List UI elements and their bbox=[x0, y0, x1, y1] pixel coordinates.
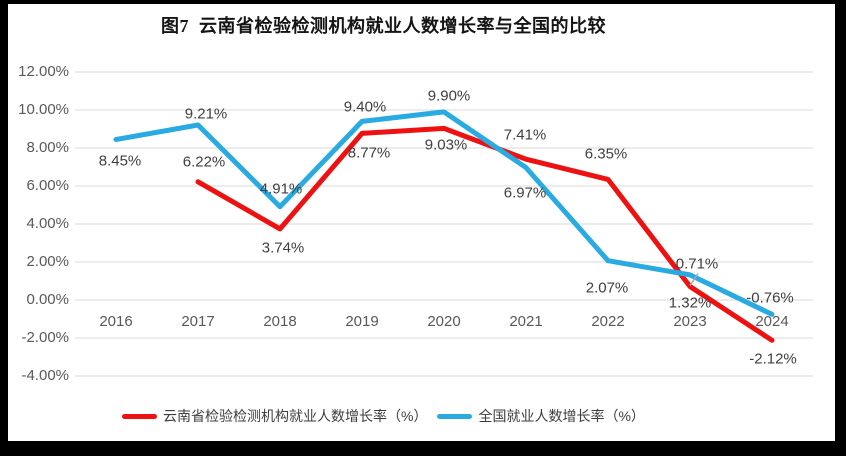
series-line-national bbox=[113, 109, 775, 317]
data-label: 6.35% bbox=[584, 145, 628, 163]
legend-label-national: 全国就业人数增长率（%） bbox=[478, 408, 645, 424]
legend-swatch-yunnan bbox=[122, 413, 157, 419]
data-label: 9.21% bbox=[184, 105, 228, 123]
y-axis-label: -2.00% bbox=[21, 329, 69, 346]
x-axis-label: 2024 bbox=[755, 313, 789, 330]
legend-item-yunnan: 云南省检验检测机构就业人数增长率（%） bbox=[122, 406, 427, 426]
data-label: 9.03% bbox=[424, 136, 468, 154]
y-axis-label: 10.00% bbox=[18, 101, 69, 118]
data-label: 4.91% bbox=[259, 180, 303, 198]
data-label: 0.71% bbox=[675, 255, 719, 272]
x-axis-label: 2016 bbox=[99, 313, 133, 330]
data-label: 9.90% bbox=[427, 87, 471, 105]
x-axis-label: 2023 bbox=[673, 313, 707, 330]
data-label: 7.41% bbox=[503, 126, 547, 144]
chart-title: 图7 云南省检验检测机构就业人数增长率与全国的比较 bbox=[161, 16, 606, 36]
x-axis-label: 2022 bbox=[591, 313, 625, 330]
label-leader-line bbox=[689, 273, 699, 286]
x-axis-label: 2020 bbox=[427, 313, 461, 330]
x-axis-label: 2018 bbox=[263, 313, 297, 330]
chart-card bbox=[8, 4, 835, 441]
data-label: 2.07% bbox=[585, 279, 629, 297]
y-axis-label: 4.00% bbox=[26, 215, 69, 232]
y-axis-label: -4.00% bbox=[21, 367, 69, 384]
data-label: 8.77% bbox=[347, 144, 391, 162]
legend-swatch-national bbox=[437, 413, 473, 419]
legend: 云南省检验检测机构就业人数增长率（%） 全国就业人数增长率（%） bbox=[122, 406, 645, 426]
x-axis-label: 2021 bbox=[509, 313, 543, 330]
y-axis-label: 0.00% bbox=[26, 291, 69, 308]
legend-label-yunnan: 云南省检验检测机构就业人数增长率（%） bbox=[163, 408, 428, 424]
x-axis-label: 2017 bbox=[181, 313, 215, 330]
data-label: 3.74% bbox=[261, 239, 305, 257]
data-label: -2.12% bbox=[749, 350, 797, 368]
data-label: -0.76% bbox=[746, 289, 794, 307]
x-axis-label: 2019 bbox=[345, 313, 379, 330]
y-axis-label: 12.00% bbox=[18, 63, 69, 80]
series-line-yunnan bbox=[195, 125, 775, 343]
data-label: 8.45% bbox=[98, 152, 142, 170]
y-axis-label: 6.00% bbox=[26, 177, 69, 194]
data-label: 6.97% bbox=[503, 184, 547, 202]
data-label: 6.22% bbox=[182, 153, 226, 171]
data-label: 1.32% bbox=[668, 294, 712, 312]
legend-item-national: 全国就业人数增长率（%） bbox=[437, 406, 645, 426]
y-axis-label: 2.00% bbox=[26, 253, 69, 270]
y-axis-label: 8.00% bbox=[26, 139, 69, 156]
data-label: 9.40% bbox=[343, 98, 387, 116]
